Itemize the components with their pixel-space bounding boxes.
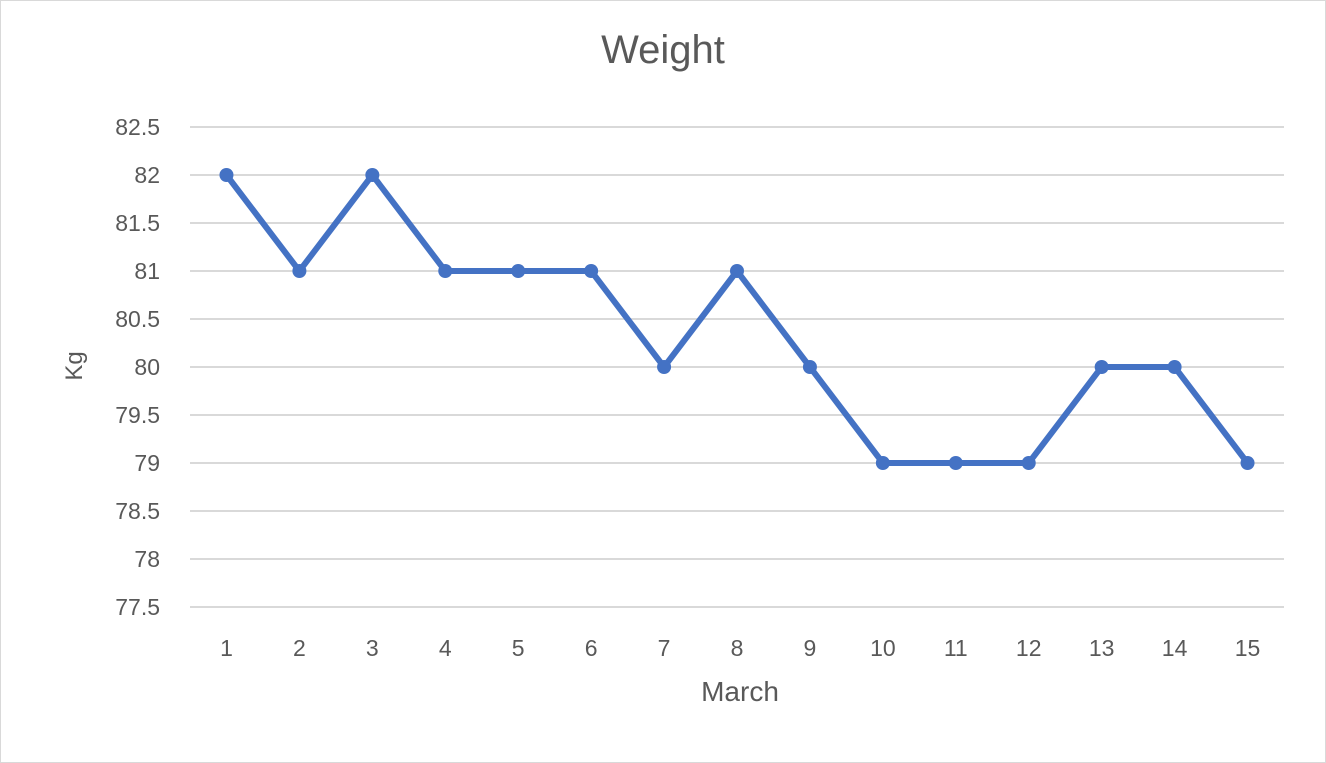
x-tick-label: 4 bbox=[439, 635, 452, 661]
x-tick-label: 3 bbox=[366, 635, 379, 661]
x-tick-label: 12 bbox=[1016, 635, 1042, 661]
x-tick-label: 1 bbox=[220, 635, 233, 661]
series-group bbox=[219, 168, 1255, 470]
x-tick-label: 10 bbox=[870, 635, 896, 661]
x-tick-label: 15 bbox=[1235, 635, 1261, 661]
x-tick-label: 14 bbox=[1162, 635, 1188, 661]
chart-title: Weight bbox=[601, 28, 725, 72]
y-tick-label: 79.5 bbox=[115, 402, 160, 428]
x-tick-label: 13 bbox=[1089, 635, 1115, 661]
gridlines bbox=[190, 126, 1284, 608]
data-point bbox=[365, 168, 380, 182]
data-point bbox=[438, 264, 453, 278]
data-point bbox=[875, 456, 890, 470]
x-tick-label: 2 bbox=[293, 635, 306, 661]
y-tick-label: 77.5 bbox=[115, 594, 160, 620]
y-tick-label: 81 bbox=[134, 258, 160, 284]
x-axis-title: March bbox=[701, 676, 779, 707]
x-tick-label: 5 bbox=[512, 635, 525, 661]
data-point bbox=[511, 264, 526, 278]
data-point bbox=[1094, 360, 1109, 374]
data-point bbox=[802, 360, 817, 374]
y-tick-label: 82.5 bbox=[115, 114, 160, 140]
data-point bbox=[292, 264, 307, 278]
data-point bbox=[219, 168, 234, 182]
data-point bbox=[1240, 456, 1255, 470]
data-point bbox=[657, 360, 672, 374]
x-tick-labels: 1 2 3 4 5 6 7 8 9 10 11 12 13 14 15 bbox=[220, 635, 1260, 661]
x-tick-label: 9 bbox=[804, 635, 817, 661]
y-tick-labels: 77.5 78 78.5 79 79.5 80 80.5 81 81.5 82 82.5 bbox=[115, 114, 160, 620]
data-point bbox=[1167, 360, 1182, 374]
y-tick-label: 78 bbox=[134, 546, 160, 572]
x-tick-label: 8 bbox=[731, 635, 744, 661]
y-tick-label: 80.5 bbox=[115, 306, 160, 332]
x-tick-label: 11 bbox=[944, 635, 968, 661]
data-point bbox=[730, 264, 744, 278]
data-point bbox=[1021, 456, 1036, 470]
y-tick-label: 81.5 bbox=[115, 210, 160, 236]
x-tick-label: 7 bbox=[658, 635, 671, 661]
y-tick-label: 80 bbox=[134, 354, 160, 380]
data-point bbox=[584, 264, 599, 278]
data-point bbox=[948, 456, 963, 470]
x-tick-label: 6 bbox=[585, 635, 598, 661]
y-tick-label: 79 bbox=[134, 450, 160, 476]
y-tick-label: 78.5 bbox=[115, 498, 160, 524]
y-tick-label: 82 bbox=[134, 162, 160, 188]
